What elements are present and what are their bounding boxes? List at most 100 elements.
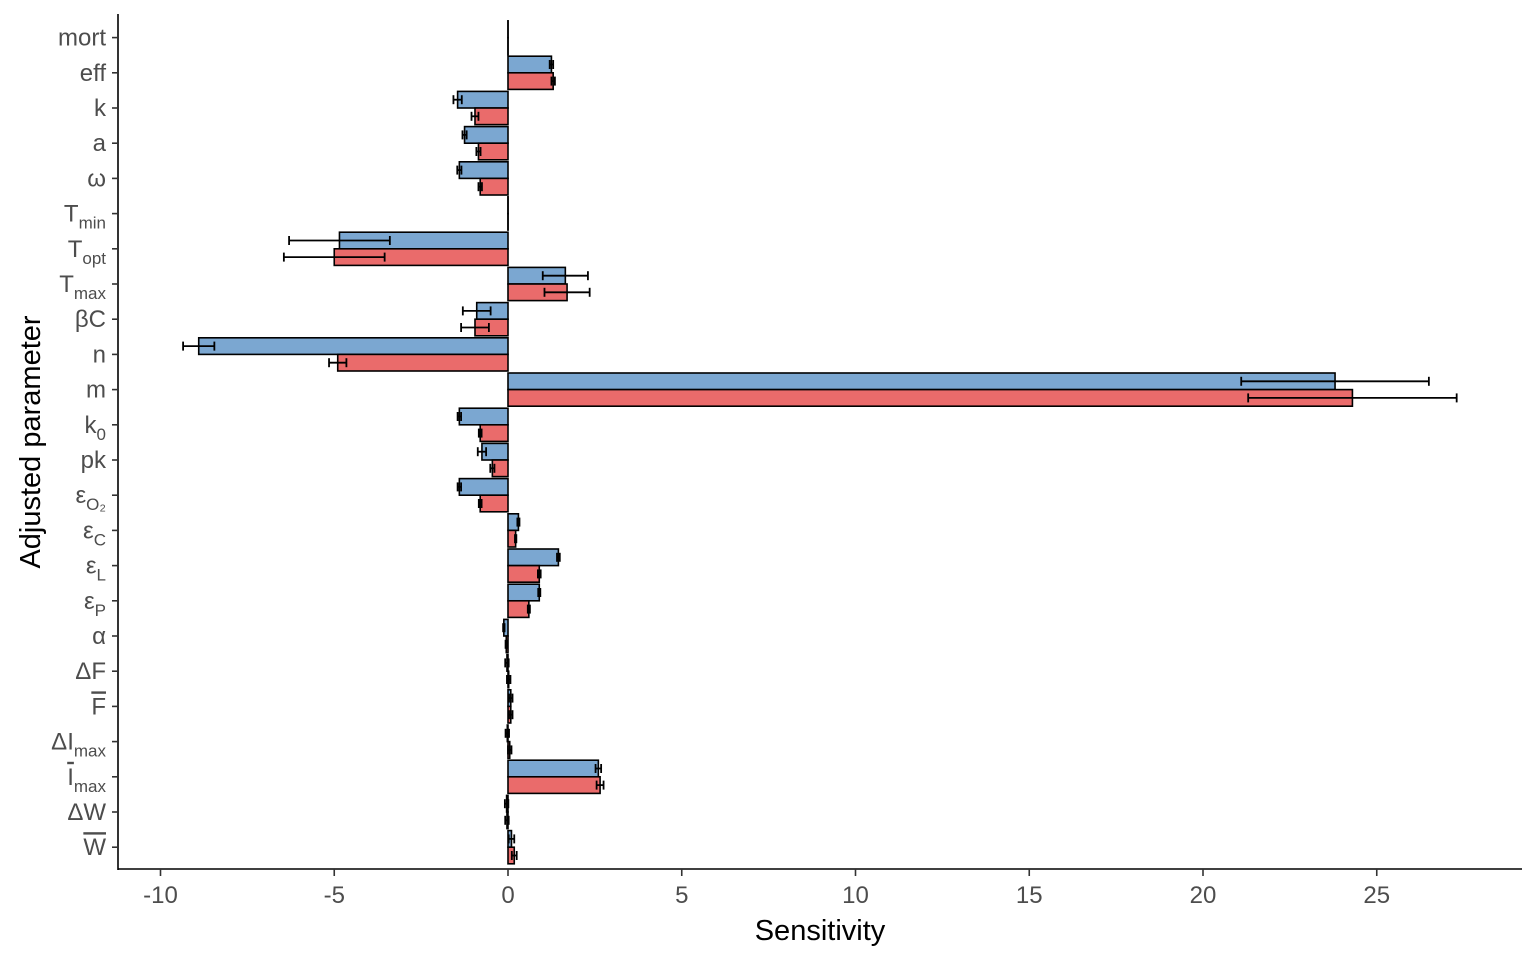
bar — [507, 372, 1336, 391]
y-tick-label: εC — [83, 517, 106, 549]
error-bar — [477, 499, 483, 508]
x-tick-label: 15 — [1016, 882, 1043, 909]
y-tick-label: F — [91, 693, 106, 720]
y-tick-label: ΔF — [75, 658, 106, 685]
y-tick-label: βC — [75, 306, 106, 333]
y-tick-label: α — [92, 623, 106, 650]
bar — [197, 336, 509, 356]
x-axis-title: Sensitivity — [755, 915, 886, 947]
error-bar — [537, 588, 542, 597]
bar — [458, 161, 509, 180]
error-bar — [504, 658, 510, 668]
error-bar — [452, 95, 463, 105]
error-bar — [470, 111, 480, 121]
x-tick-label: -5 — [324, 882, 345, 909]
error-bar — [594, 764, 603, 773]
bar — [479, 423, 509, 443]
bar — [479, 177, 509, 196]
error-bar — [1240, 376, 1430, 386]
bar — [477, 142, 509, 161]
y-tick-label: k0 — [85, 412, 106, 444]
error-bar — [507, 745, 513, 755]
error-bar — [504, 639, 508, 649]
error-bar — [508, 710, 514, 720]
error-bar — [510, 851, 518, 860]
y-tick-label: mort — [58, 25, 106, 52]
error-bar — [543, 287, 591, 297]
error-bar — [502, 623, 506, 633]
x-tick-label: 5 — [675, 882, 688, 909]
y-tick-label: eff — [80, 60, 107, 87]
y-tick-label: εP — [84, 588, 106, 620]
y-tick-label: Tmin — [64, 201, 106, 233]
error-bar — [489, 463, 496, 473]
error-bar — [507, 834, 516, 844]
error-bar — [506, 675, 512, 684]
bar — [458, 477, 509, 497]
bar — [474, 107, 509, 126]
error-bar — [514, 534, 518, 544]
y-tick-label: Imax — [67, 764, 106, 796]
error-bar — [536, 569, 542, 579]
bar — [507, 55, 553, 74]
bar — [507, 548, 560, 567]
bar — [507, 388, 1354, 408]
error-bar — [461, 306, 492, 316]
y-tick-label: ΔW — [67, 799, 106, 826]
error-bar — [328, 358, 348, 368]
error-bar — [456, 482, 462, 492]
y-tick-label: ω — [87, 165, 106, 192]
error-bar — [595, 780, 605, 790]
bar — [336, 353, 509, 372]
bar — [456, 90, 509, 109]
bar — [507, 72, 554, 91]
x-tick-labels: -10 -5 0 5 10 15 20 25 — [143, 869, 1390, 909]
error-bar — [182, 341, 216, 351]
bar — [507, 583, 541, 602]
y-tick-label: Topt — [68, 236, 107, 268]
error-bar — [504, 815, 510, 825]
x-tick-label: 10 — [842, 882, 869, 909]
x-tick-label: 25 — [1363, 882, 1390, 909]
error-bar — [475, 147, 482, 156]
y-tick-label: W — [83, 834, 106, 861]
error-bar — [503, 799, 510, 809]
error-bar — [461, 130, 468, 140]
error-bar — [456, 165, 463, 175]
y-tick-label: εO₂ — [75, 482, 106, 514]
y-tick-label: ΔImax — [51, 729, 106, 761]
error-bar — [556, 552, 561, 562]
y-axis-title: Adjusted parameter — [15, 315, 47, 568]
error-bar — [477, 428, 483, 438]
error-bar — [456, 412, 462, 421]
error-bar — [288, 236, 391, 245]
bar — [507, 775, 601, 795]
bars-layer — [197, 20, 1354, 865]
bar — [479, 494, 509, 513]
error-bar — [541, 271, 589, 281]
bar — [458, 407, 509, 426]
error-bar — [477, 182, 483, 192]
y-tick-label: pk — [81, 447, 107, 474]
error-bar — [1247, 393, 1458, 403]
error-bar — [460, 323, 490, 332]
y-tick-label: k — [94, 95, 107, 122]
error-bar — [504, 728, 510, 738]
y-tick-label: εL — [86, 553, 106, 585]
error-bar — [548, 60, 555, 69]
error-bar — [516, 517, 521, 527]
y-tick-label: a — [93, 130, 107, 157]
bar — [507, 564, 541, 583]
error-bar — [282, 252, 386, 262]
y-tick-label: m — [86, 377, 106, 404]
bar — [507, 759, 600, 778]
bar — [507, 599, 530, 619]
error-bar — [508, 693, 514, 703]
y-tick-label: n — [93, 341, 106, 368]
bar — [463, 125, 509, 144]
x-tick-label: 0 — [501, 882, 514, 909]
x-tick-label: -10 — [143, 882, 178, 909]
error-bar — [526, 604, 531, 614]
